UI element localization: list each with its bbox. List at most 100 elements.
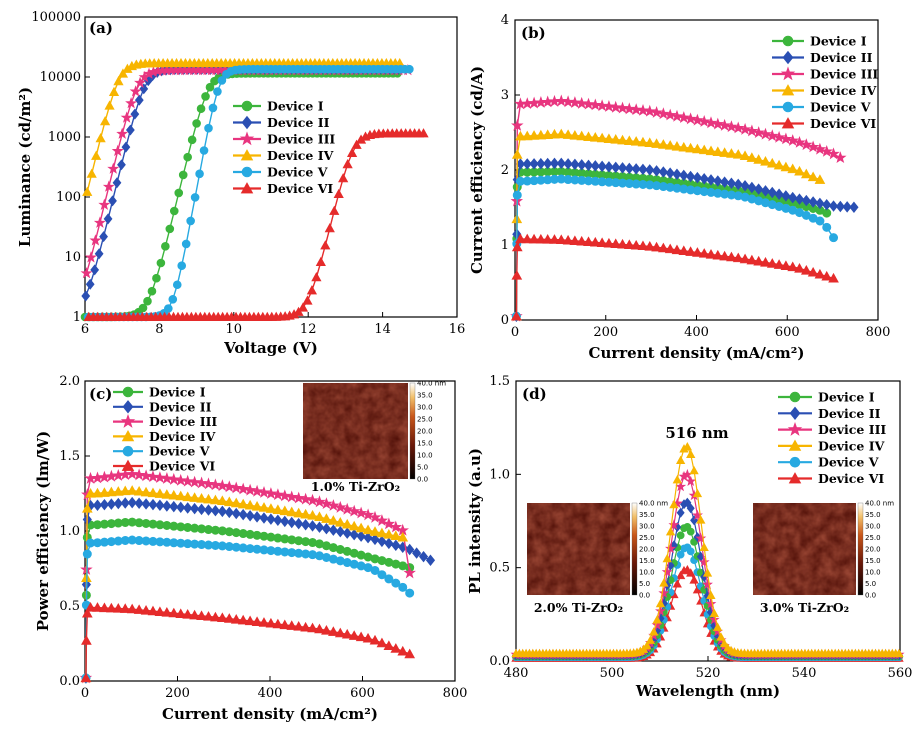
colorbar-tick: 40.0 nm bbox=[639, 500, 668, 508]
data-point bbox=[134, 94, 144, 106]
data-point bbox=[644, 240, 656, 251]
y-tick-label: 1.5 bbox=[59, 449, 80, 464]
data-point bbox=[258, 617, 270, 627]
data-point bbox=[106, 602, 117, 613]
data-point bbox=[569, 129, 581, 140]
legend-label: Device IV bbox=[818, 438, 885, 453]
data-point bbox=[320, 240, 331, 250]
data-point bbox=[649, 627, 659, 636]
data-point bbox=[779, 132, 793, 145]
data-point bbox=[683, 497, 692, 508]
data-point bbox=[92, 602, 103, 612]
data-point bbox=[148, 498, 158, 511]
colorbar-tick: 20.0 bbox=[865, 546, 881, 554]
panel-d: 480 500 520 540 560 0.0 0.5 1.0 1.5 Wavelength (n… bbox=[466, 374, 912, 700]
data-point bbox=[177, 261, 187, 271]
data-point bbox=[665, 527, 676, 536]
data-point bbox=[391, 539, 401, 552]
legend-marker bbox=[788, 439, 802, 451]
data-point bbox=[368, 510, 382, 523]
data-point bbox=[521, 130, 533, 141]
data-point bbox=[794, 165, 805, 176]
data-point bbox=[562, 129, 574, 139]
data-point bbox=[174, 188, 184, 198]
data-point bbox=[125, 467, 139, 480]
data-point bbox=[99, 231, 108, 243]
data-point bbox=[112, 177, 122, 189]
data-point bbox=[669, 499, 679, 509]
data-point bbox=[676, 507, 685, 518]
legend-marker bbox=[780, 66, 796, 81]
data-point bbox=[849, 201, 859, 214]
data-point bbox=[655, 598, 666, 608]
data-point bbox=[147, 286, 157, 296]
y-tick-label: 3 bbox=[501, 88, 509, 103]
data-point bbox=[642, 641, 652, 650]
data-point bbox=[188, 475, 201, 488]
data-point bbox=[223, 496, 235, 507]
x-tick-label: 14 bbox=[374, 322, 391, 337]
data-point bbox=[405, 588, 415, 598]
data-point bbox=[562, 234, 574, 245]
legend-label: Device II bbox=[810, 50, 873, 65]
data-point bbox=[196, 493, 207, 503]
data-point bbox=[589, 132, 601, 142]
data-point bbox=[132, 468, 146, 481]
data-point bbox=[250, 484, 264, 497]
data-point bbox=[425, 554, 436, 567]
data-point bbox=[643, 104, 657, 117]
legend-label: Device III bbox=[818, 422, 886, 437]
data-point bbox=[306, 285, 318, 295]
data-point bbox=[297, 302, 309, 312]
afm-inset: 40.0 nm 35.0 30.0 25.0 20.0 15.0 10.0 5.0 0.0 1.0… bbox=[303, 380, 446, 494]
data-point bbox=[334, 500, 347, 513]
data-point bbox=[152, 273, 161, 283]
data-point bbox=[355, 631, 367, 642]
data-point bbox=[237, 614, 249, 625]
colorbar-tick: 15.0 bbox=[417, 440, 433, 448]
data-point bbox=[691, 509, 703, 521]
data-point bbox=[709, 608, 719, 618]
data-point bbox=[814, 174, 826, 184]
data-point bbox=[120, 497, 130, 509]
data-point bbox=[569, 235, 581, 245]
data-point bbox=[287, 516, 297, 529]
data-point bbox=[209, 478, 222, 491]
data-point bbox=[760, 185, 771, 197]
data-point bbox=[780, 260, 792, 270]
data-point bbox=[92, 487, 103, 498]
data-point bbox=[698, 248, 710, 258]
data-point bbox=[112, 486, 124, 496]
data-point bbox=[655, 605, 666, 616]
data-point bbox=[168, 607, 180, 618]
data-point bbox=[217, 495, 228, 506]
data-point bbox=[815, 216, 825, 226]
x-tick-label: 400 bbox=[684, 325, 709, 340]
data-point bbox=[265, 617, 277, 628]
legend-marker bbox=[240, 182, 254, 194]
data-point bbox=[279, 505, 291, 516]
data-point bbox=[243, 483, 257, 496]
legend-label: Device V bbox=[267, 165, 328, 180]
data-point bbox=[300, 621, 311, 632]
data-point bbox=[711, 117, 725, 130]
data-point bbox=[384, 537, 394, 550]
colorbar-tick: 0.0 bbox=[639, 592, 650, 600]
data-point bbox=[609, 100, 622, 113]
data-point bbox=[230, 497, 242, 508]
y-axis-label: PL intensity (a.u) bbox=[466, 448, 484, 594]
data-point bbox=[103, 213, 113, 225]
data-point bbox=[203, 504, 214, 516]
data-point bbox=[196, 503, 207, 516]
data-point bbox=[686, 449, 696, 458]
data-point bbox=[570, 158, 580, 171]
data-point bbox=[286, 620, 298, 630]
data-point bbox=[164, 304, 173, 313]
legend-marker bbox=[782, 35, 794, 47]
x-tick-label: 600 bbox=[350, 686, 375, 701]
data-point bbox=[307, 509, 318, 520]
data-point bbox=[147, 487, 159, 498]
data-point bbox=[272, 504, 284, 514]
data-point bbox=[699, 173, 709, 185]
legend-label: Device I bbox=[149, 385, 206, 400]
